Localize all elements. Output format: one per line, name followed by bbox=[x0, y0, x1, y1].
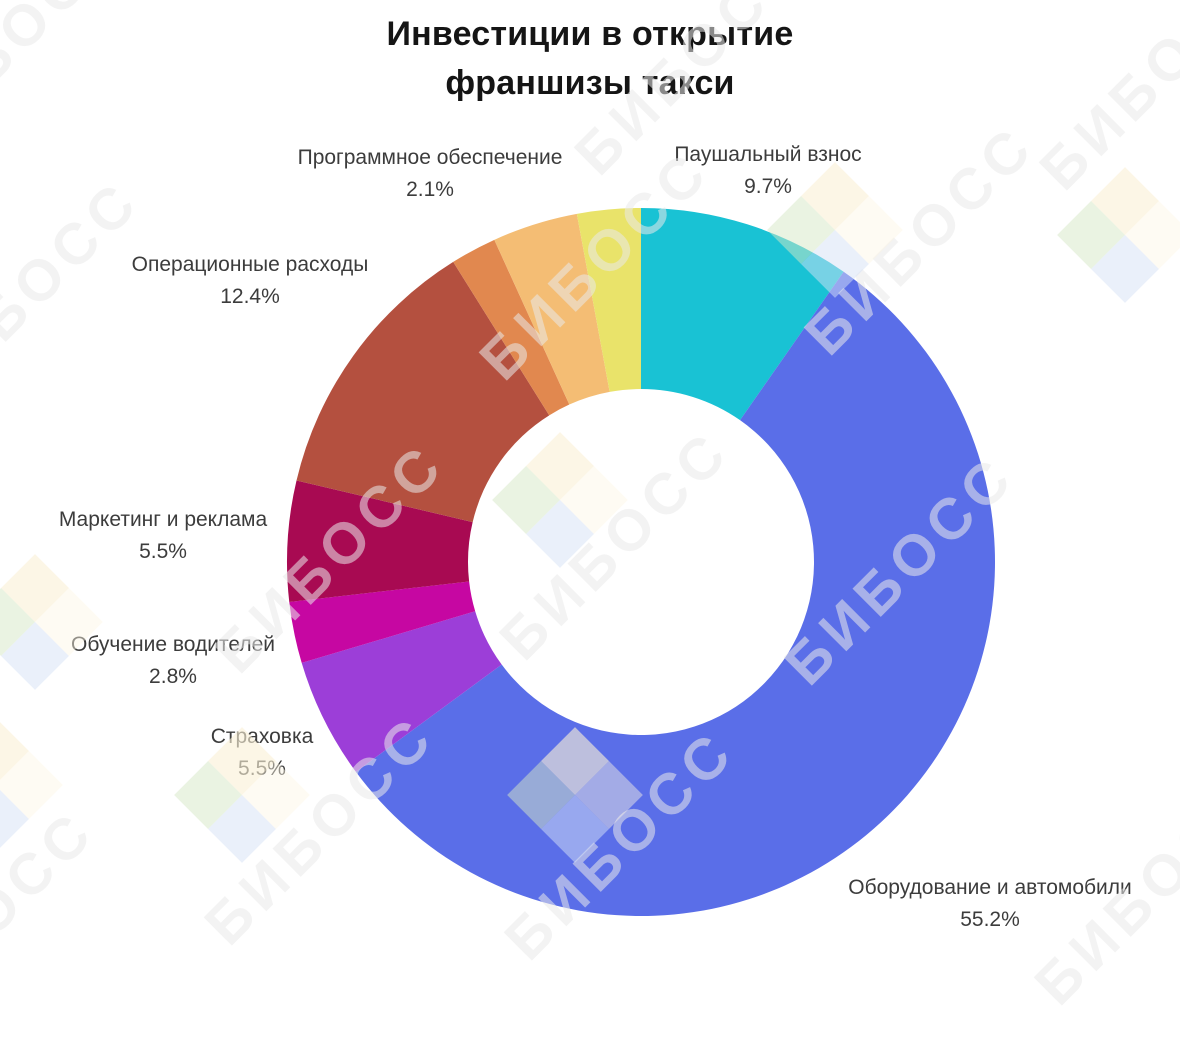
donut-chart bbox=[286, 208, 996, 917]
pie-slice-6[interactable] bbox=[453, 239, 570, 416]
slice-label-text: Обучение водителей bbox=[70, 633, 276, 656]
pie-slice-5[interactable] bbox=[296, 261, 550, 523]
slice-label-text: Программное обеспечение bbox=[297, 146, 563, 169]
slice-label-pct: 5.5% bbox=[238, 757, 286, 780]
pie-slice-1[interactable] bbox=[355, 271, 996, 917]
slice-label-obuchenie-voditeley: Обучение водителей 2.8% bbox=[71, 629, 275, 693]
chart-title-line1: Инвестиции в открытие bbox=[386, 15, 794, 53]
slice-label-text: Оборудование и автомобили bbox=[848, 876, 1132, 899]
slice-label-pct: 2.8% bbox=[149, 665, 197, 688]
slice-label-text: Операционные расходы bbox=[131, 253, 369, 276]
slice-label-marketing-i-reklama: Маркетинг и реклама 5.5% bbox=[59, 504, 267, 568]
pie-slice-4[interactable] bbox=[286, 480, 473, 602]
slice-label-paushalny-vznos: Паушальный взнос 9.7% bbox=[674, 139, 861, 203]
chart-title: Инвестиции в открытие франшизы такси bbox=[0, 10, 1180, 108]
slice-label-pct: 55.2% bbox=[960, 908, 1020, 931]
slice-label-text: Маркетинг и реклама bbox=[58, 508, 268, 531]
pie-slice-2[interactable] bbox=[301, 611, 502, 772]
pie-slice-3[interactable] bbox=[289, 581, 476, 663]
slice-label-operacionnye-rashody: Операционные расходы 12.4% bbox=[132, 249, 369, 313]
slice-label-text: Паушальный взнос bbox=[674, 143, 862, 166]
pie-slice-7[interactable] bbox=[494, 213, 610, 405]
chart-title-line2: франшизы такси bbox=[445, 64, 735, 102]
slice-label-text: Страховка bbox=[210, 725, 314, 748]
slice-label-programmnoe-obespechenie: Программное обеспечение 2.1% bbox=[298, 142, 563, 206]
slice-label-pct: 12.4% bbox=[220, 285, 280, 308]
slice-label-pct: 9.7% bbox=[744, 175, 792, 198]
slice-label-pct: 5.5% bbox=[139, 540, 187, 563]
pie-slice-8[interactable] bbox=[576, 208, 641, 392]
slice-label-oborudovanie-i-avtomobili: Оборудование и автомобили 55.2% bbox=[848, 872, 1132, 936]
slice-label-strahovka: Страховка 5.5% bbox=[211, 721, 314, 785]
slice-label-pct: 2.1% bbox=[406, 178, 454, 201]
